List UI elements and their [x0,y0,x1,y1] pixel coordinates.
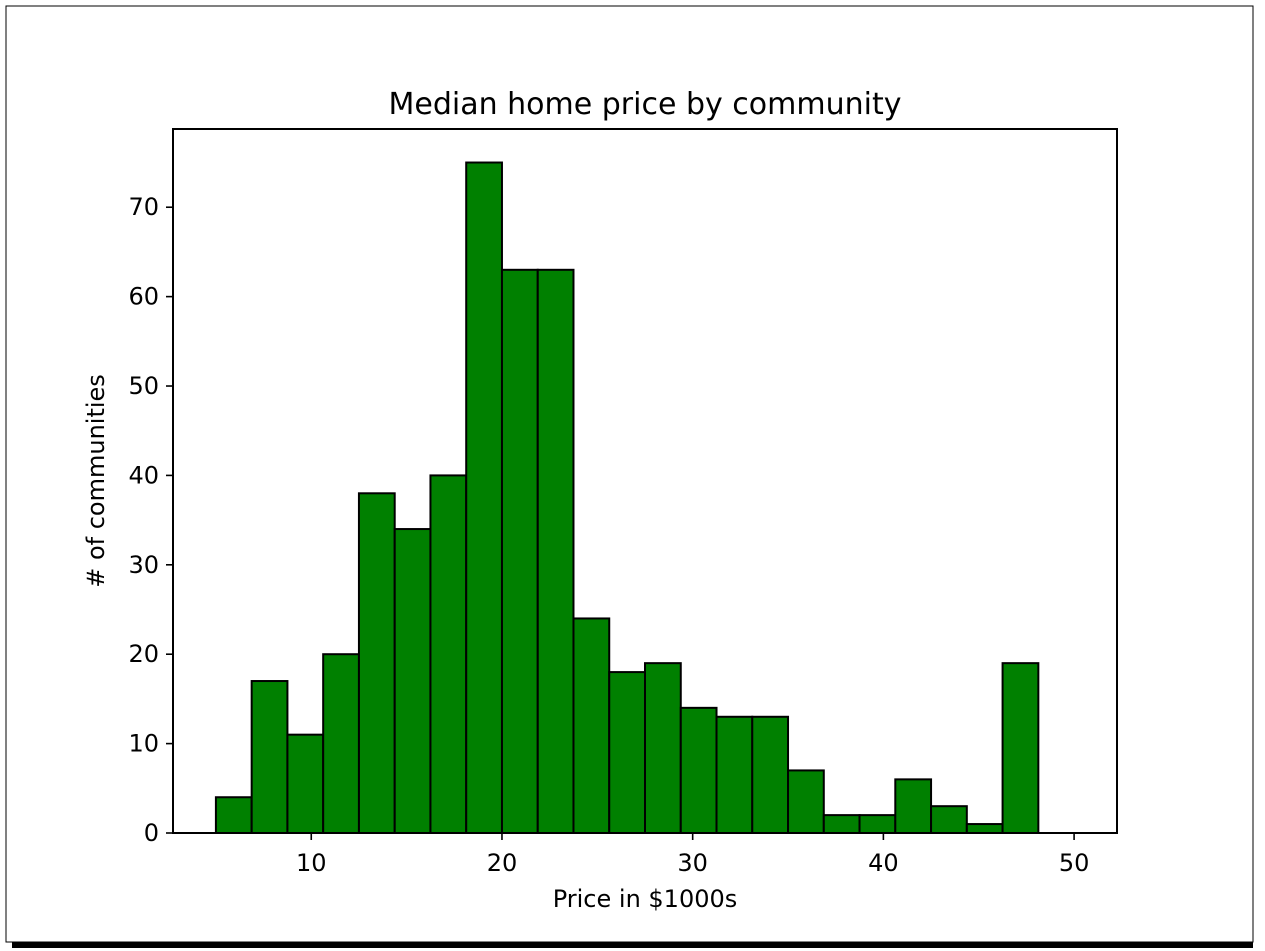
y-tick-label: 10 [128,730,159,758]
histogram-bar [751,715,790,835]
histogram-bar [715,715,754,835]
histogram-bar [465,161,503,834]
histogram-bar [644,662,682,835]
y-tick-label: 30 [128,551,159,579]
histogram-bar [429,474,468,834]
histogram-bar [930,805,968,834]
histogram-bar [679,706,718,835]
histogram-bar [965,823,1004,834]
x-tick-label: 10 [296,849,327,877]
y-tick-label: 60 [128,283,159,311]
histogram-bar [286,733,325,834]
x-tick-label: 50 [1059,849,1090,877]
y-tick-label: 0 [144,819,159,847]
histogram-bar [393,528,432,834]
histogram-bar [357,492,396,834]
histogram-bar [250,680,289,835]
y-tick-label: 20 [128,640,159,668]
histogram-bar [536,268,575,834]
x-tick-label: 20 [487,849,518,877]
bars-layer [214,161,1040,835]
plot-frame [172,128,1118,834]
y-tick-label: 40 [128,461,159,489]
histogram-bar [214,796,253,834]
y-axis-label: # of communities [82,374,110,588]
chart-title: Median home price by community [389,87,902,122]
histogram-bar [322,653,360,835]
x-axis: 10 20 30 40 50 [296,833,1089,877]
plot-area [172,128,1118,835]
x-tick-label: 40 [868,849,899,877]
histogram-bar [787,769,825,834]
x-axis-label: Price in $1000s [553,885,738,913]
y-tick-label: 50 [128,372,159,400]
histogram-bar [858,814,897,834]
histogram-bar [894,778,933,834]
x-tick-label: 30 [677,849,708,877]
histogram-bar [1001,662,1040,835]
histogram-bar [822,814,861,834]
histogram-bar [608,671,646,835]
y-axis: 0 10 20 30 40 50 60 70 [128,193,173,847]
histogram-bar [572,617,611,835]
histogram-bar [500,268,539,834]
y-tick-label: 70 [128,193,159,221]
